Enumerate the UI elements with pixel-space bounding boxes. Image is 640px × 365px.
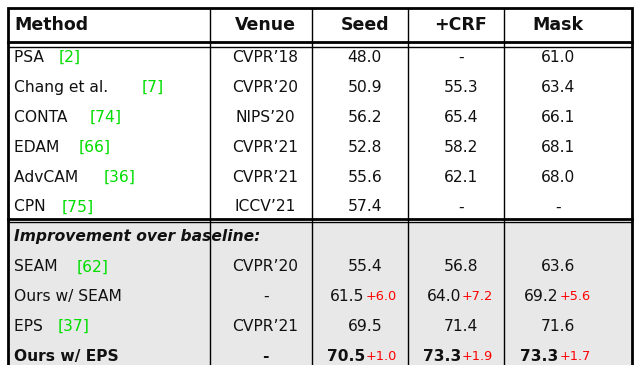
Text: CVPR’20: CVPR’20 — [232, 259, 299, 274]
Text: 63.4: 63.4 — [541, 80, 575, 95]
Text: 71.6: 71.6 — [541, 319, 575, 334]
Bar — [8, 222, 632, 252]
Text: EDAM: EDAM — [14, 139, 65, 155]
Text: +1.9: +1.9 — [462, 350, 493, 363]
Text: Improvement over baseline:: Improvement over baseline: — [14, 229, 260, 245]
Bar — [8, 42, 632, 222]
Text: [7]: [7] — [142, 80, 164, 95]
Text: +5.6: +5.6 — [559, 290, 591, 303]
Text: 68.0: 68.0 — [541, 169, 575, 185]
Text: PSA: PSA — [14, 50, 49, 65]
Text: CVPR’20: CVPR’20 — [232, 80, 299, 95]
Text: +1.0: +1.0 — [366, 350, 397, 363]
Text: 68.1: 68.1 — [541, 139, 575, 155]
Text: [66]: [66] — [79, 139, 111, 155]
Text: Mask: Mask — [532, 16, 584, 34]
Text: +7.2: +7.2 — [462, 290, 493, 303]
Text: 55.3: 55.3 — [444, 80, 478, 95]
Text: -: - — [458, 50, 463, 65]
Text: Method: Method — [14, 16, 88, 34]
Text: Seed: Seed — [340, 16, 389, 34]
Text: -: - — [263, 289, 268, 304]
Text: 52.8: 52.8 — [348, 139, 382, 155]
Text: 48.0: 48.0 — [348, 50, 382, 65]
Text: [2]: [2] — [59, 50, 81, 65]
Text: SEAM: SEAM — [14, 259, 63, 274]
Text: 65.4: 65.4 — [444, 110, 478, 125]
Text: NIPS’20: NIPS’20 — [236, 110, 296, 125]
Text: ICCV’21: ICCV’21 — [235, 199, 296, 215]
Text: 63.6: 63.6 — [541, 259, 575, 274]
Text: CVPR’18: CVPR’18 — [232, 50, 299, 65]
Text: 61.0: 61.0 — [541, 50, 575, 65]
Text: 73.3: 73.3 — [520, 349, 558, 364]
Text: 55.6: 55.6 — [348, 169, 382, 185]
Text: CVPR’21: CVPR’21 — [232, 169, 299, 185]
Text: +CRF: +CRF — [435, 16, 487, 34]
Text: Ours w/ SEAM: Ours w/ SEAM — [14, 289, 122, 304]
Text: 73.3: 73.3 — [422, 349, 461, 364]
Text: AdvCAM: AdvCAM — [14, 169, 83, 185]
Text: 64.0: 64.0 — [426, 289, 461, 304]
Bar — [8, 8, 632, 42]
Text: -: - — [556, 199, 561, 215]
Text: 66.1: 66.1 — [541, 110, 575, 125]
Text: 71.4: 71.4 — [444, 319, 478, 334]
Text: [75]: [75] — [61, 199, 93, 215]
Text: 69.2: 69.2 — [524, 289, 558, 304]
Text: EPS: EPS — [14, 319, 48, 334]
Text: 57.4: 57.4 — [348, 199, 382, 215]
Text: [36]: [36] — [103, 169, 135, 185]
Bar — [8, 252, 632, 365]
Text: [74]: [74] — [90, 110, 122, 125]
Text: CONTA: CONTA — [14, 110, 72, 125]
Text: 56.2: 56.2 — [348, 110, 382, 125]
Text: 62.1: 62.1 — [444, 169, 478, 185]
Text: [62]: [62] — [77, 259, 109, 274]
Text: 58.2: 58.2 — [444, 139, 478, 155]
Text: 61.5: 61.5 — [330, 289, 365, 304]
Text: [37]: [37] — [58, 319, 90, 334]
Text: CVPR’21: CVPR’21 — [232, 319, 299, 334]
Text: Chang et al.: Chang et al. — [14, 80, 113, 95]
Text: 70.5: 70.5 — [326, 349, 365, 364]
Text: Venue: Venue — [235, 16, 296, 34]
Text: CVPR’21: CVPR’21 — [232, 139, 299, 155]
Text: -: - — [262, 349, 269, 364]
Text: 55.4: 55.4 — [348, 259, 382, 274]
Text: +6.0: +6.0 — [366, 290, 397, 303]
Text: 50.9: 50.9 — [348, 80, 382, 95]
Text: Ours w/ EPS: Ours w/ EPS — [14, 349, 119, 364]
Text: -: - — [458, 199, 463, 215]
Text: 69.5: 69.5 — [348, 319, 382, 334]
Text: +1.7: +1.7 — [559, 350, 591, 363]
Text: 56.8: 56.8 — [444, 259, 478, 274]
Text: CPN: CPN — [14, 199, 51, 215]
